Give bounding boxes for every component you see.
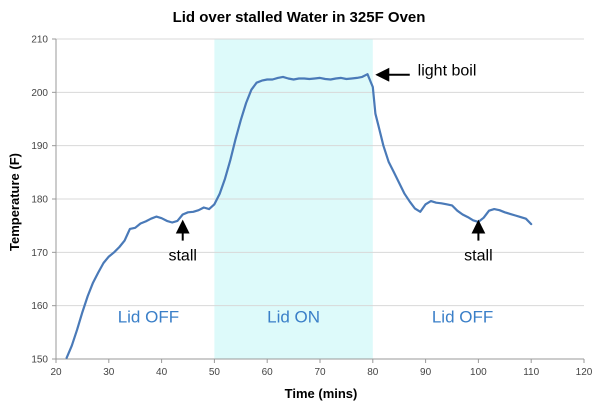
series-lines [65,73,533,359]
y-tick-label: 200 [31,88,48,99]
x-tick-label: 80 [367,367,379,378]
y-tick-label: 210 [31,35,48,46]
x-tick-label: 110 [523,367,539,378]
x-tick-label: 60 [262,367,274,378]
region-label: Lid ON [267,308,320,327]
x-tick-label: 30 [103,367,115,378]
y-axis-title: Temperature (F) [7,153,22,251]
x-tick-label: 100 [470,367,487,378]
region-labels: Lid OFF Lid ON Lid OFF [118,308,494,327]
annotation-label: light boil [418,62,477,79]
y-tick-label: 170 [31,248,48,259]
annotation-label: stall [464,247,492,264]
temperature-series-line [65,73,533,359]
x-tick-label: 90 [420,367,432,378]
y-tick-label: 190 [31,141,48,152]
chart-title: Lid over stalled Water in 325F Oven [173,9,426,26]
y-tick-labels: 150 160 170 180 190 200 210 [31,35,48,366]
x-tick-label: 70 [314,367,326,378]
annotations: stall stall light boil [168,62,492,264]
region-label: Lid OFF [432,308,493,327]
region-label: Lid OFF [118,308,179,327]
x-tick-label: 120 [576,367,593,378]
y-tick-label: 160 [31,301,48,312]
x-tick-label: 20 [50,367,62,378]
axes [52,38,585,363]
annotation-arrows [175,67,486,241]
annotation-label: stall [168,247,196,264]
x-tick-labels: 20 30 40 50 60 70 80 90 100 110 120 [50,367,592,378]
x-axis-title: Time (mins) [285,386,358,401]
x-tick-label: 40 [156,367,168,378]
x-tick-label: 50 [209,367,221,378]
y-tick-label: 150 [31,355,48,366]
y-tick-label: 180 [31,195,48,206]
